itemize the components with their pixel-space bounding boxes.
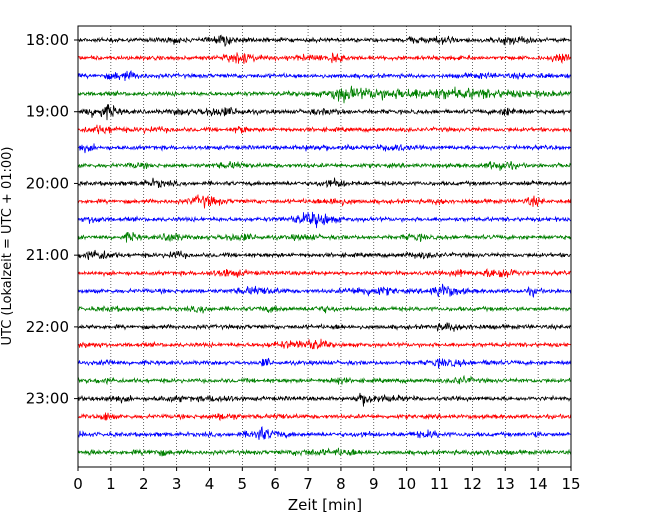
trace-2330 xyxy=(78,426,571,440)
trace-1845 xyxy=(78,85,571,104)
trace-2115 xyxy=(78,268,571,278)
x-tick-label: 11 xyxy=(430,475,449,493)
trace-2300 xyxy=(78,392,571,407)
y-axis-ticks: 18:00 19:00 20:00 21:00 22:00 23:00 xyxy=(26,31,78,408)
x-tick-label: 9 xyxy=(369,475,379,493)
x-tick-label: 14 xyxy=(529,475,548,493)
y-tick-label: 23:00 xyxy=(26,390,69,408)
trace-2000 xyxy=(78,177,571,189)
y-tick-label: 18:00 xyxy=(26,31,69,49)
y-tick-label: 20:00 xyxy=(26,174,69,192)
trace-1930 xyxy=(78,143,571,154)
trace-2245 xyxy=(78,374,571,386)
trace-2145 xyxy=(78,305,571,314)
trace-2015 xyxy=(78,194,571,209)
x-tick-label: 5 xyxy=(238,475,248,493)
y-tick-label: 22:00 xyxy=(26,318,69,336)
trace-1915 xyxy=(78,124,571,135)
trace-1900 xyxy=(78,104,571,121)
plot-frame xyxy=(77,25,572,468)
x-axis-label: Zeit [min] xyxy=(288,496,362,514)
x-axis-ticks: 0 1 2 3 4 5 6 7 8 9 10 11 12 13 14 15 xyxy=(73,467,581,493)
x-tick-label: 2 xyxy=(139,475,149,493)
trace-2215 xyxy=(78,338,571,350)
y-tick-label: 19:00 xyxy=(26,103,69,121)
y-tick-label: 21:00 xyxy=(26,246,69,264)
trace-2315 xyxy=(78,412,571,422)
trace-1815 xyxy=(78,52,571,64)
x-tick-label: 1 xyxy=(106,475,116,493)
x-tick-label: 6 xyxy=(270,475,280,493)
trace-1800 xyxy=(78,34,571,47)
x-tick-label: 15 xyxy=(561,475,580,493)
x-tick-label: 10 xyxy=(397,475,416,493)
x-tick-label: 7 xyxy=(303,475,313,493)
trace-2345 xyxy=(78,447,571,457)
trace-2200 xyxy=(78,322,571,332)
trace-2045 xyxy=(78,231,571,243)
x-tick-label: 3 xyxy=(172,475,182,493)
x-tick-label: 8 xyxy=(336,475,346,493)
traces xyxy=(78,34,571,457)
y-axis-label: UTC (Lokalzeit = UTC + 01:00) xyxy=(0,147,15,346)
trace-2230 xyxy=(78,357,571,369)
trace-2030 xyxy=(78,211,571,229)
trace-2100 xyxy=(78,249,571,260)
x-tick-label: 0 xyxy=(73,475,83,493)
trace-1830 xyxy=(78,70,571,82)
trace-2130 xyxy=(78,283,571,298)
x-tick-label: 13 xyxy=(496,475,515,493)
x-tick-label: 4 xyxy=(205,475,215,493)
trace-1945 xyxy=(78,161,571,171)
x-tick-label: 12 xyxy=(463,475,482,493)
